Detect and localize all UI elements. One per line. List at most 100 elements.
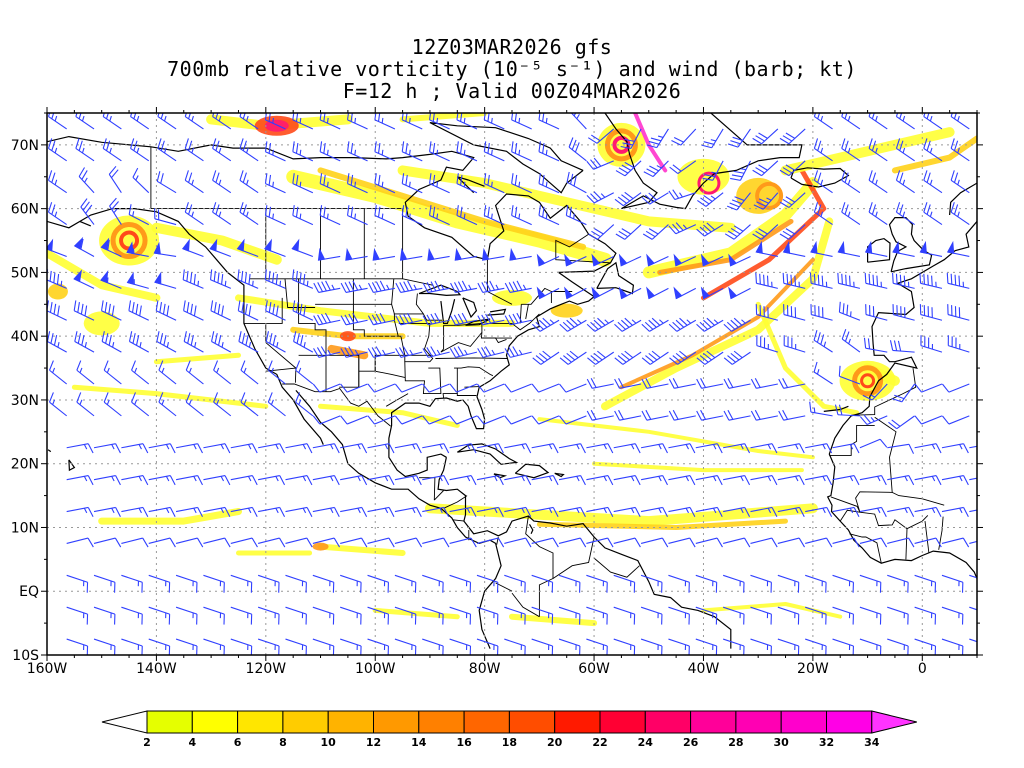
wind-barb	[476, 475, 504, 486]
wind-barb	[859, 574, 882, 593]
wind-barb	[239, 202, 259, 226]
wind-barb	[239, 170, 259, 194]
political-border	[398, 322, 442, 395]
wind-barb	[476, 606, 499, 625]
vorticity-blob	[550, 303, 583, 318]
coastline	[79, 220, 92, 227]
wind-barb	[750, 638, 772, 655]
wind-barb	[895, 113, 915, 130]
wind-barb	[753, 192, 779, 210]
wind-barb	[422, 506, 450, 518]
wind-barb	[614, 191, 642, 207]
vorticity-band	[318, 403, 460, 428]
wind-barb	[669, 160, 697, 174]
wind-barb	[783, 335, 806, 353]
wind-barb	[668, 378, 696, 389]
wind-barb	[726, 192, 751, 211]
wind-barb	[292, 141, 314, 162]
coastline	[68, 459, 76, 472]
wind-barb	[531, 606, 554, 625]
longitude-label: 60W	[578, 661, 610, 677]
wind-barb	[399, 247, 423, 261]
wind-barb	[66, 606, 89, 625]
wind-barb	[367, 537, 395, 548]
wind-barb	[230, 475, 258, 486]
wind-barb	[750, 574, 772, 593]
wind-barb	[148, 475, 176, 486]
wind-barb	[923, 113, 943, 130]
wind-barb	[203, 606, 225, 625]
wind-barb	[722, 574, 745, 593]
wind-barb	[128, 204, 149, 226]
wind-barb	[312, 537, 341, 548]
political-border	[938, 516, 944, 550]
wind-barb	[291, 238, 314, 257]
wind-barb	[859, 438, 888, 449]
wind-barb	[264, 205, 286, 226]
wind-barb	[476, 415, 505, 425]
wind-barb	[47, 238, 67, 257]
wind-barb	[317, 247, 341, 261]
wind-barb	[752, 128, 779, 145]
wind-barb	[813, 202, 833, 226]
wind-barb	[102, 113, 122, 130]
political-border	[374, 358, 406, 379]
wind-barb	[588, 224, 615, 240]
political-border	[265, 367, 296, 372]
wind-barb	[504, 312, 532, 326]
wind-barb	[374, 141, 396, 162]
wind-barb	[181, 238, 204, 257]
wind-barb	[723, 350, 751, 365]
wind-barb	[620, 128, 642, 149]
vorticity-band	[891, 135, 977, 174]
wind-barb	[586, 378, 614, 389]
wind-barb	[213, 360, 232, 385]
wind-barb	[292, 300, 314, 321]
wind-barb	[859, 414, 888, 426]
colorbar-over-triangle	[871, 710, 917, 734]
wind-barb	[66, 537, 94, 548]
political-border	[440, 325, 483, 353]
wind-barb	[640, 475, 668, 486]
wind-barb	[586, 191, 614, 204]
wind-barb	[640, 506, 668, 518]
political-border	[391, 304, 399, 337]
wind-barb	[121, 537, 149, 548]
wind-barb	[750, 409, 778, 421]
wind-barb	[210, 300, 232, 321]
wind-barb	[887, 475, 915, 486]
wind-barb	[895, 138, 915, 162]
wind-barb	[212, 202, 232, 226]
wind-barb	[157, 113, 177, 130]
wind-barb	[183, 331, 204, 353]
wind-barb	[536, 253, 560, 267]
wind-barb	[695, 537, 723, 548]
wind-barb	[212, 170, 232, 194]
coastline	[949, 182, 977, 216]
wind-barb	[813, 113, 833, 130]
vorticity-band	[47, 249, 161, 302]
wind-barb	[184, 138, 204, 162]
wind-barb	[313, 312, 341, 326]
colorbar-label: 24	[638, 736, 654, 749]
wind-barb	[891, 383, 916, 403]
wind-barb	[558, 443, 586, 454]
wind-barb	[950, 202, 970, 226]
political-border	[402, 208, 433, 286]
wind-barb	[312, 415, 341, 425]
wind-barb	[340, 537, 368, 548]
vorticity-band	[317, 543, 406, 556]
wind-barb	[394, 537, 423, 548]
wind-barb	[723, 506, 751, 518]
wind-barb	[312, 475, 340, 486]
wind-barb	[587, 128, 615, 144]
wind-barb	[813, 361, 833, 385]
vorticity-band	[153, 352, 241, 365]
wind-barb	[285, 475, 313, 486]
wind-barb	[701, 128, 724, 149]
wind-barb	[267, 392, 286, 417]
longitude-labels: 160W 140W 120W 100W 80W 60W 40W 20W 0	[27, 661, 927, 677]
wind-barb	[121, 638, 143, 655]
wind-barb	[531, 415, 560, 425]
wind-barb	[340, 638, 362, 655]
